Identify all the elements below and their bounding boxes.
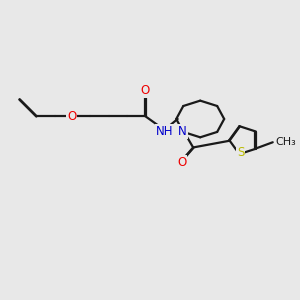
Text: O: O — [67, 110, 76, 123]
Text: O: O — [177, 156, 187, 169]
Text: O: O — [141, 84, 150, 97]
Text: S: S — [237, 146, 244, 159]
Text: CH₃: CH₃ — [275, 137, 296, 147]
Text: N: N — [178, 125, 187, 138]
Text: NH: NH — [156, 125, 173, 138]
